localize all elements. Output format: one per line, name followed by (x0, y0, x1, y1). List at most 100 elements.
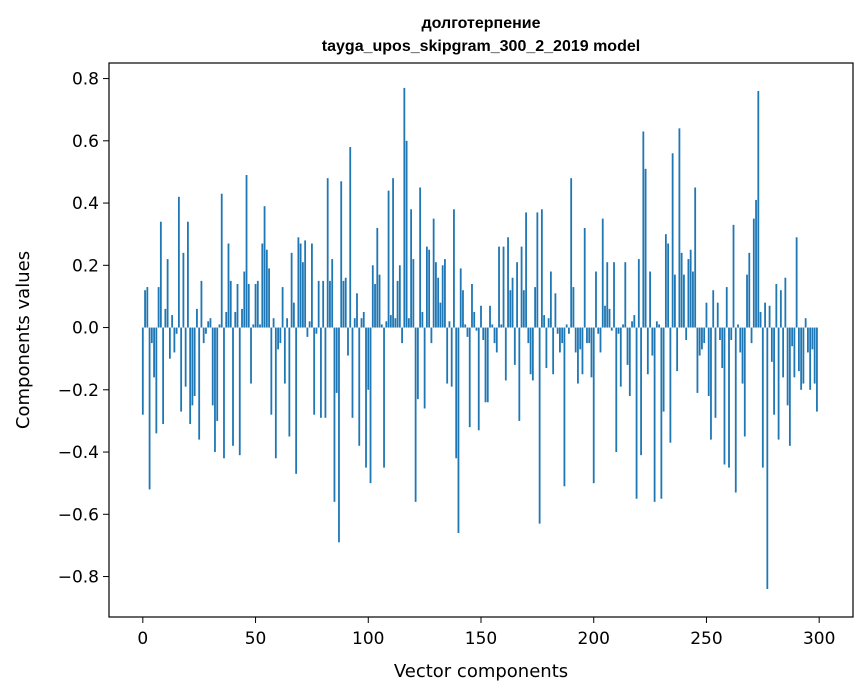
plot-frame (108, 62, 854, 618)
bar (243, 271, 246, 328)
bar (241, 308, 243, 328)
bar (385, 321, 388, 328)
bar (473, 311, 476, 328)
bar (414, 327, 417, 502)
bar (263, 206, 266, 328)
bar (590, 327, 593, 378)
bar (265, 249, 268, 328)
bar (513, 327, 516, 365)
bar (437, 277, 440, 328)
bar (507, 237, 509, 328)
bar (500, 324, 503, 328)
bar (425, 246, 428, 328)
bar (459, 268, 462, 328)
bar (444, 259, 446, 328)
bar (403, 87, 406, 328)
bar (637, 259, 640, 328)
y-axis-label: Components values (13, 251, 34, 429)
bar (333, 327, 336, 502)
bar (254, 283, 257, 328)
bar (358, 327, 361, 446)
bar (177, 196, 180, 328)
bar (261, 243, 264, 328)
bar (773, 327, 775, 415)
bar (782, 327, 785, 378)
bar (692, 271, 694, 328)
bar (788, 327, 791, 446)
bar (680, 252, 683, 328)
bar (498, 246, 500, 328)
bar (707, 327, 710, 397)
bar (329, 280, 331, 328)
bar (148, 327, 151, 490)
bar (750, 327, 753, 344)
bar (816, 327, 818, 412)
bar (484, 327, 487, 403)
bar (387, 190, 390, 328)
bar (184, 327, 187, 387)
bar (423, 327, 426, 409)
bar (383, 327, 385, 468)
bar (270, 327, 273, 415)
bar (746, 274, 748, 328)
bar (737, 324, 739, 328)
bar-series (141, 87, 818, 589)
bar (640, 327, 642, 456)
bar (509, 290, 512, 328)
bar (360, 318, 363, 328)
bar (617, 327, 620, 334)
bar (624, 262, 627, 328)
bar (658, 324, 661, 328)
bar (223, 327, 225, 459)
bar (531, 327, 534, 381)
bar (581, 327, 584, 375)
bar (202, 327, 205, 344)
bar (245, 175, 248, 328)
bar (669, 327, 672, 443)
bar (268, 268, 270, 328)
bar (543, 315, 546, 328)
bar (705, 302, 708, 328)
bar (405, 140, 408, 328)
bar (631, 321, 633, 328)
bar (667, 243, 670, 328)
bar (777, 327, 780, 440)
bar (457, 327, 460, 533)
x-axis-label: Vector components (394, 661, 568, 682)
bar (635, 327, 638, 499)
bar (685, 327, 688, 340)
bar (595, 271, 597, 328)
bar (283, 327, 286, 384)
bar (807, 327, 809, 353)
y-tick-label: 0.2 (72, 256, 99, 276)
bar (430, 327, 433, 344)
bar (371, 265, 374, 328)
bar (416, 327, 419, 400)
bar (764, 302, 766, 328)
bar (349, 147, 352, 328)
bar (439, 302, 442, 328)
bar (340, 181, 343, 328)
bar (211, 327, 214, 406)
bar (432, 218, 435, 328)
bar (486, 327, 489, 403)
bar (579, 327, 582, 350)
bar (572, 287, 575, 328)
bar (407, 318, 410, 328)
bar (491, 324, 494, 328)
bar (234, 311, 237, 328)
bar (378, 274, 381, 328)
bar (687, 259, 690, 328)
bar (187, 221, 189, 328)
bar (719, 327, 721, 340)
bar (527, 327, 530, 344)
bar (250, 327, 252, 384)
bar (676, 327, 679, 372)
bar (288, 327, 291, 437)
bar (247, 283, 250, 328)
bar (229, 280, 232, 328)
bar (322, 280, 325, 328)
bar (809, 327, 812, 390)
